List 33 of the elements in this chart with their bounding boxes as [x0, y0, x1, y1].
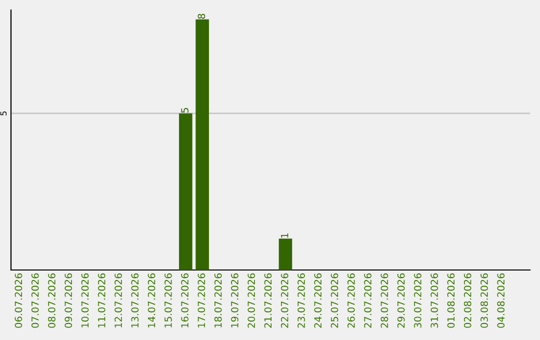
x-tick-label: 03.08.2026 — [480, 273, 488, 328]
x-tick-label: 15.07.2026 — [164, 273, 172, 328]
x-tick-label: 01.08.2026 — [447, 273, 455, 328]
x-tick-label: 28.07.2026 — [380, 273, 388, 328]
x-tick-label: 08.07.2026 — [48, 273, 56, 328]
x-tick-label: 02.08.2026 — [464, 273, 472, 328]
x-tick-label: 09.07.2026 — [64, 273, 72, 328]
x-tick-label: 29.07.2026 — [397, 273, 405, 328]
x-tick-label: 14.07.2026 — [148, 273, 156, 328]
x-tick-label: 17.07.2026 — [198, 273, 206, 328]
x-tick-label: 11.07.2026 — [98, 273, 106, 328]
x-tick-label: 13.07.2026 — [131, 273, 139, 328]
x-tick-label: 12.07.2026 — [114, 273, 122, 328]
x-tick-label: 24.07.2026 — [314, 273, 322, 328]
x-tick-label: 07.07.2026 — [31, 273, 39, 328]
x-tick-label: 18.07.2026 — [214, 273, 222, 328]
x-tick-label: 22.07.2026 — [280, 273, 288, 328]
x-tick-label: 30.07.2026 — [414, 273, 422, 328]
x-tick-label: 20.07.2026 — [248, 273, 256, 328]
x-tick-label: 21.07.2026 — [264, 273, 272, 328]
x-tick-label: 06.07.2026 — [14, 273, 22, 328]
data-label: 5 — [181, 108, 188, 113]
x-tick-label: 04.08.2026 — [497, 273, 505, 328]
x-tick-label: 27.07.2026 — [364, 273, 372, 328]
x-tick-label: 26.07.2026 — [347, 273, 355, 328]
x-tick-label: 19.07.2026 — [231, 273, 238, 328]
x-tick-label: 31.07.2026 — [430, 273, 438, 328]
x-tick-label: 23.07.2026 — [298, 273, 305, 328]
x-tick-label: 25.07.2026 — [330, 273, 338, 328]
data-label: 1 — [281, 233, 288, 238]
data-label: 8 — [198, 14, 206, 19]
x-tick-label: 16.07.2026 — [181, 273, 188, 328]
x-tick-label: 10.07.2026 — [81, 273, 89, 328]
